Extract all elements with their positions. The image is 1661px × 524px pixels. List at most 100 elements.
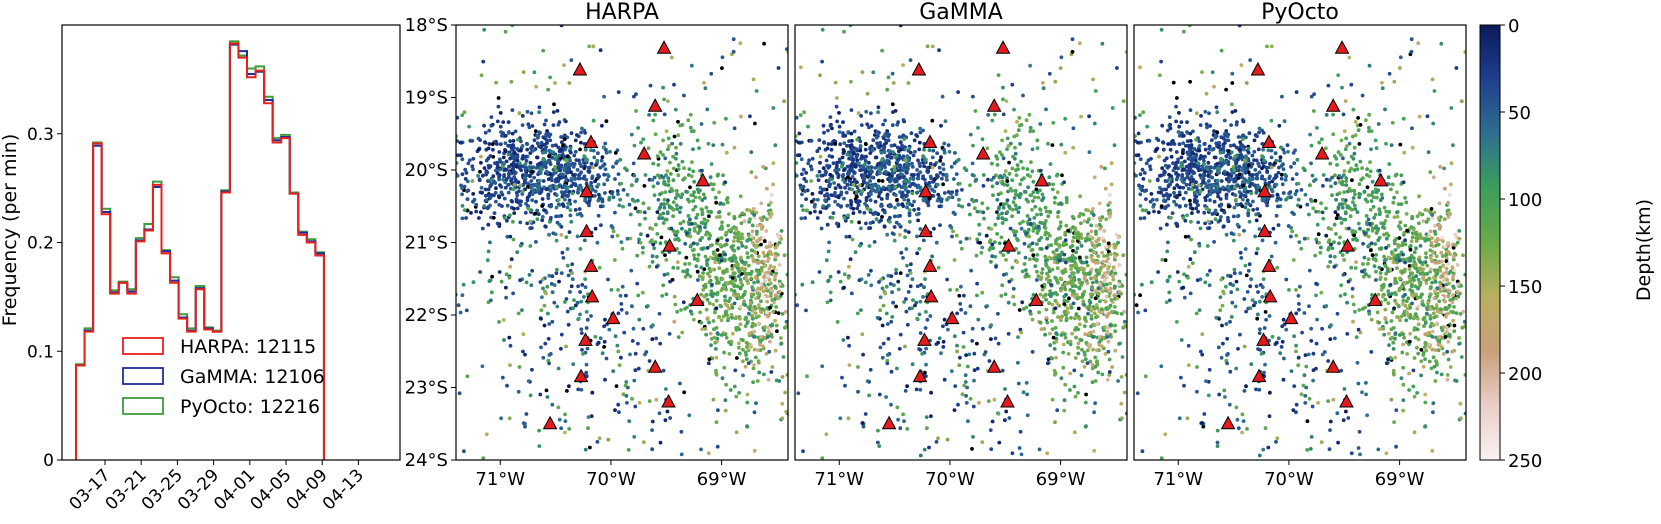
epicenter-dot [679,429,684,434]
epicenter-dot [883,133,888,138]
epicenter-dot [1115,66,1119,70]
epicenter-dot [549,282,554,286]
epicenter-dot [456,153,460,158]
epicenter-dot [460,204,465,208]
epicenter-dot [1082,289,1087,294]
epicenter-dot [1019,159,1023,164]
epicenter-dot [784,158,788,162]
epicenter-dot [597,436,602,441]
epicenter-dot [882,150,887,155]
epicenter-dot [993,336,998,341]
epicenter-dot [1089,276,1093,281]
epicenter-dot [727,306,732,311]
epicenter-dot [826,249,831,254]
epicenter-dot [1116,235,1121,240]
epicenter-dot [756,254,761,259]
epicenter-dot [1050,397,1055,402]
epicenter-dot [920,352,924,356]
station-marker [975,146,991,160]
epicenter-dot [805,208,809,213]
epicenter-dot [550,155,555,160]
epicenter-dot [695,242,700,246]
epicenter-dot [732,384,737,389]
epicenter-dot [880,179,885,183]
epicenter-dot [706,209,711,214]
epicenter-dot [524,154,528,159]
epicenter-dot [903,179,908,184]
epicenter-dot [1028,222,1033,226]
station-marker [881,415,897,430]
epicenter-dot [955,349,959,354]
epicenter-dot [850,237,855,242]
epicenter-dot [665,272,670,276]
map-lon-label: 70°W [925,469,975,490]
epicenter-dot [1108,252,1113,257]
epicenter-dot [463,177,468,181]
epicenter-dot [971,143,975,148]
epicenter-dot [676,167,681,172]
epicenter-dot [975,281,979,286]
epicenter-dot [1036,224,1041,229]
epicenter-dot [807,158,811,163]
epicenter-dot [922,447,927,452]
epicenter-dot [456,161,459,165]
epicenter-dot [953,384,958,388]
epicenter-dot [1094,315,1098,320]
epicenter-dot [460,157,465,162]
epicenter-dot [789,153,793,157]
epicenter-dot [777,279,782,284]
epicenter-dot [717,190,721,195]
epicenter-dot [1070,293,1075,297]
epicenter-dot [875,141,879,146]
map-lat-label: 18°S [405,15,448,36]
epicenter-dot [704,307,709,312]
epicenter-dot [556,366,561,371]
epicenter-dot [518,203,523,208]
epicenter-dot [558,164,563,169]
epicenter-dot [510,199,515,204]
epicenter-dot [986,177,990,182]
station-marker [579,183,594,198]
epicenter-dot [1070,258,1074,263]
epicenter-dot [1097,309,1102,314]
epicenter-dot [676,119,680,124]
epicenter-dot [1046,357,1051,362]
epicenter-dot [544,210,549,215]
map-lat-label: 21°S [405,233,448,254]
epicenter-dot [995,232,999,236]
epicenter-dot [833,199,837,204]
epicenter-dot [938,158,943,163]
epicenter-dot [491,147,495,152]
epicenter-dot [602,172,607,177]
epicenter-dot [645,304,650,308]
epicenter-dot [877,145,882,150]
epicenter-dot [912,138,917,143]
epicenter-dot [1001,97,1005,102]
epicenter-dot [1204,122,1209,127]
epicenter-dot [915,234,919,239]
epicenter-dot [504,285,508,290]
epicenter-dot [761,236,766,240]
epicenter-dot [580,348,584,352]
epicenter-dot [478,138,482,143]
epicenter-dot [1120,355,1125,359]
epicenter-dot [1062,298,1067,303]
epicenter-dot [1022,189,1027,194]
epicenter-dot [636,126,640,130]
epicenter-dot [720,376,725,381]
epicenter-dot [742,219,747,224]
epicenter-dot [651,118,656,123]
epicenter-dot [997,241,1002,246]
epicenter-dot [1100,372,1105,377]
epicenter-dot [824,206,828,211]
epicenter-dot [1001,85,1005,90]
epicenter-dot [977,401,981,405]
epicenter-dot [573,149,578,154]
epicenter-dot [1056,214,1060,219]
epicenter-dot [573,138,578,143]
epicenter-dot [635,281,640,286]
epicenter-dot [598,336,603,341]
epicenter-dot [530,198,535,203]
epicenter-dot [703,254,708,259]
map-lat-label: 20°S [405,160,448,181]
